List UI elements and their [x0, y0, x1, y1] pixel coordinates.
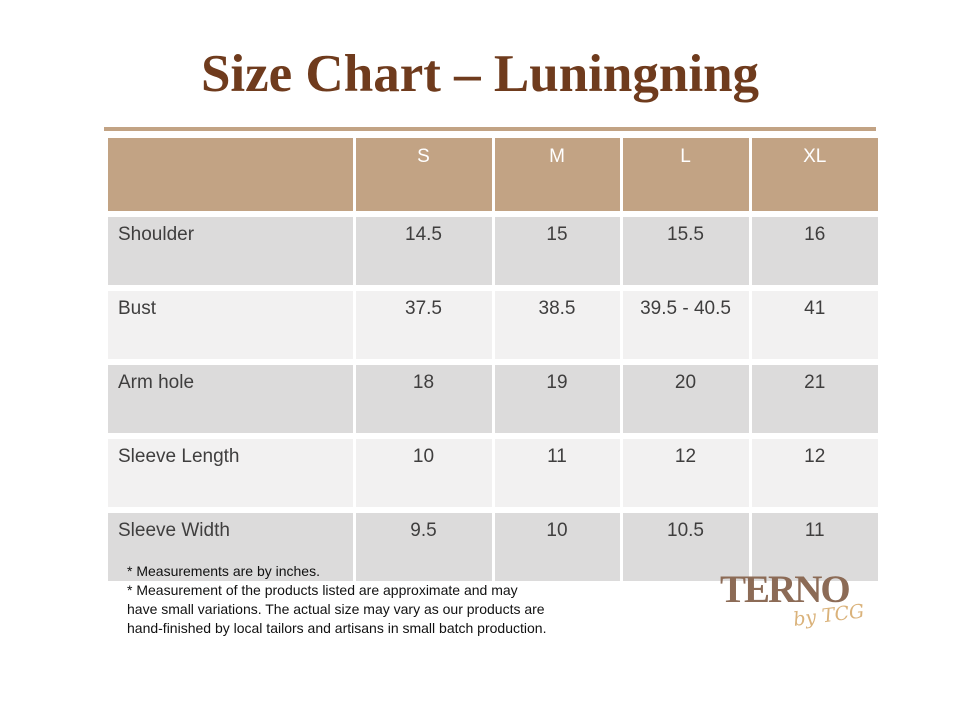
note-line-1: * Measurements are by inches.	[127, 563, 320, 579]
note-line-3: have small variations. The actual size m…	[127, 601, 545, 617]
table-top-rule	[104, 127, 876, 131]
table-row-armhole: Arm hole 18 19 20 21	[108, 359, 878, 436]
value-cell-shoulder-l: 15.5	[619, 211, 750, 288]
note-line-4: hand-finished by local tailors and artis…	[127, 620, 547, 636]
size-header-row: S M L XL	[108, 138, 878, 214]
note-line-2: * Measurement of the products listed are…	[127, 582, 518, 598]
value-cell-bust-m: 38.5	[491, 285, 621, 362]
value-cell-shoulder-m: 15	[491, 211, 621, 288]
size-chart-table: S M L XL Shoulder 14.5 15 15.5 16 Bust 3…	[108, 138, 878, 581]
page-title: Size Chart – Luningning	[200, 45, 760, 103]
value-cell-armhole-l: 20	[619, 359, 750, 436]
value-cell-bust-l: 39.5 - 40.5	[619, 285, 750, 362]
row-label-shoulder: Shoulder	[108, 211, 354, 288]
row-label-armhole: Arm hole	[108, 359, 354, 436]
value-cell-sleeve-width-m: 10	[491, 507, 621, 581]
value-cell-bust-s: 37.5	[352, 285, 493, 362]
brand-name: TERNO	[720, 568, 851, 611]
value-cell-armhole-m: 19	[491, 359, 621, 436]
size-header-xl: XL	[748, 138, 878, 214]
value-cell-armhole-s: 18	[352, 359, 493, 436]
table-row-sleeve-length: Sleeve Length 10 11 12 12	[108, 433, 878, 510]
value-cell-sleeve-length-s: 10	[352, 433, 493, 510]
value-cell-shoulder-xl: 16	[748, 211, 878, 288]
row-label-bust: Bust	[108, 285, 354, 362]
value-cell-sleeve-length-m: 11	[491, 433, 621, 510]
row-label-sleeve-length: Sleeve Length	[108, 433, 354, 510]
value-cell-sleeve-width-xl: 11	[748, 507, 878, 581]
corner-cell	[108, 138, 354, 214]
value-cell-sleeve-width-s: 9.5	[352, 507, 493, 581]
value-cell-bust-xl: 41	[748, 285, 878, 362]
table-row-sleeve-width: Sleeve Width 9.5 10 10.5 11	[108, 507, 878, 581]
value-cell-sleeve-width-l: 10.5	[619, 507, 750, 581]
value-cell-armhole-xl: 21	[748, 359, 878, 436]
size-header-l: L	[619, 138, 750, 214]
value-cell-sleeve-length-l: 12	[619, 433, 750, 510]
row-label-sleeve-width: Sleeve Width	[108, 507, 354, 581]
brand-logo: TERNO by TCG	[720, 570, 890, 631]
value-cell-shoulder-s: 14.5	[352, 211, 493, 288]
value-cell-sleeve-length-xl: 12	[748, 433, 878, 510]
size-header-m: M	[491, 138, 621, 214]
measurement-notes: * Measurements are by inches. * Measurem…	[127, 562, 546, 638]
table-row-shoulder: Shoulder 14.5 15 15.5 16	[108, 211, 878, 288]
size-header-s: S	[352, 138, 493, 214]
table-row-bust: Bust 37.5 38.5 39.5 - 40.5 41	[108, 285, 878, 362]
